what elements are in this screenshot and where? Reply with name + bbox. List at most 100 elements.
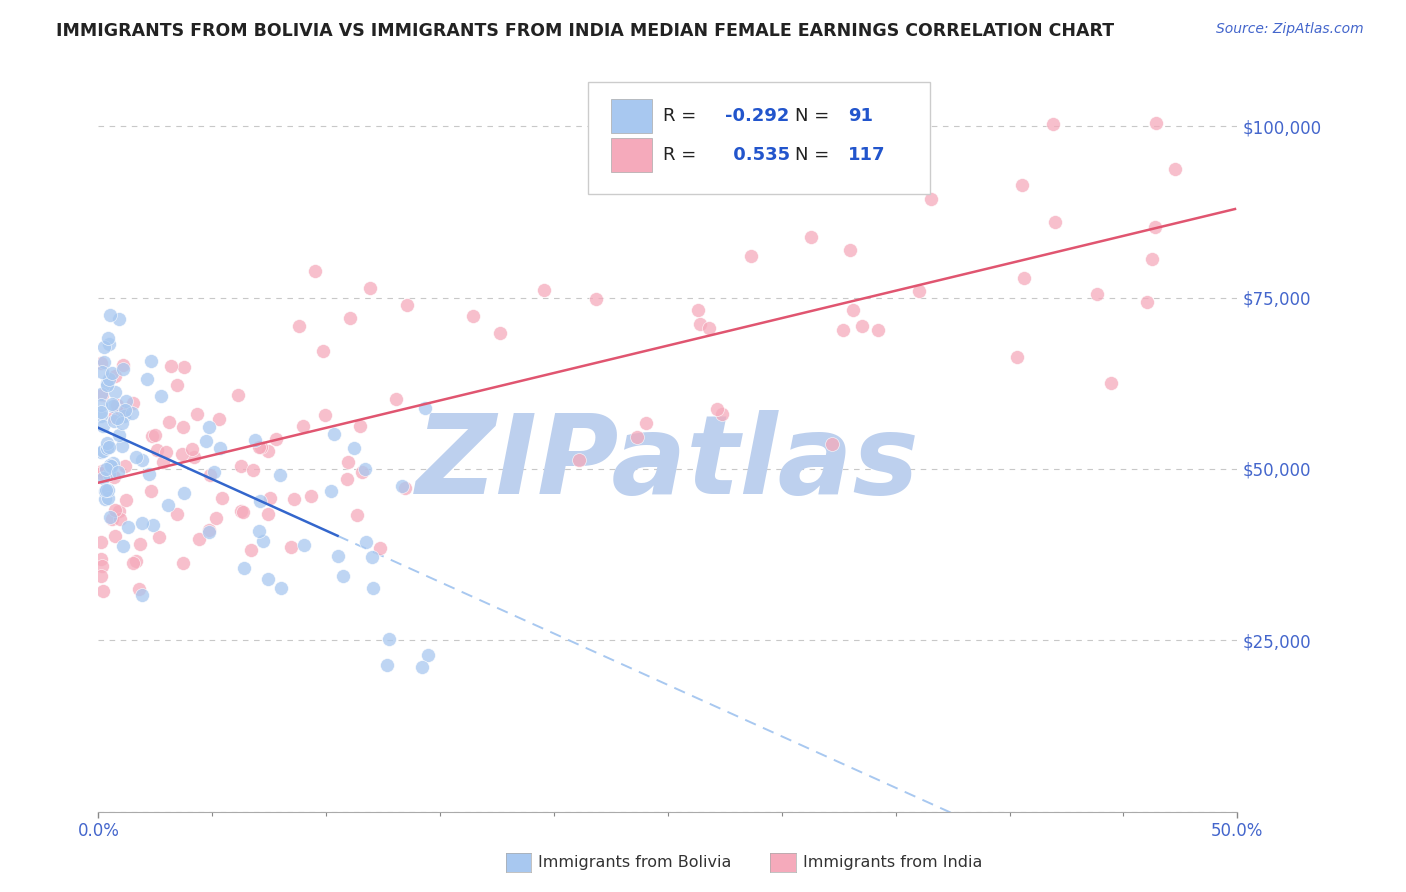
- Point: [149, 388, 172, 402]
- Point: [1144, 219, 1167, 234]
- Point: [97, 491, 120, 505]
- Text: 0.535: 0.535: [727, 146, 790, 164]
- Point: [332, 569, 354, 583]
- Point: [270, 581, 292, 595]
- Point: [121, 396, 143, 410]
- Point: [104, 529, 127, 543]
- Point: [697, 321, 720, 335]
- Point: [283, 491, 305, 506]
- Point: [98, 510, 121, 524]
- Point: [394, 481, 416, 495]
- Point: [463, 310, 485, 324]
- Point: [257, 507, 280, 521]
- FancyBboxPatch shape: [612, 138, 652, 172]
- Point: [128, 582, 150, 597]
- Point: [689, 318, 711, 332]
- Point: [124, 554, 146, 568]
- Point: [90, 387, 112, 401]
- Point: [93, 491, 115, 506]
- Point: [125, 450, 148, 464]
- Point: [91, 365, 114, 379]
- Point: [96, 462, 118, 476]
- Point: [101, 397, 124, 411]
- Point: [232, 504, 254, 518]
- Point: [155, 445, 177, 459]
- Point: [249, 524, 271, 538]
- Point: [249, 493, 271, 508]
- Point: [378, 632, 401, 646]
- Point: [97, 337, 120, 351]
- Point: [96, 435, 118, 450]
- Point: [489, 326, 512, 340]
- Point: [97, 440, 120, 454]
- Point: [103, 414, 125, 428]
- Point: [1099, 376, 1122, 391]
- Point: [98, 458, 121, 472]
- Point: [91, 471, 114, 485]
- Point: [122, 556, 145, 570]
- Point: [361, 581, 384, 595]
- Point: [181, 442, 204, 457]
- Point: [259, 491, 281, 505]
- Point: [103, 409, 125, 424]
- Point: [800, 230, 823, 244]
- Point: [636, 416, 658, 430]
- Point: [148, 530, 170, 544]
- Point: [94, 483, 117, 498]
- Point: [186, 407, 208, 421]
- Point: [1045, 215, 1067, 229]
- Point: [257, 572, 280, 586]
- Point: [90, 552, 112, 566]
- Point: [208, 412, 231, 426]
- Point: [103, 469, 125, 483]
- Point: [202, 465, 225, 479]
- Point: [533, 283, 555, 297]
- Point: [839, 243, 862, 257]
- Point: [314, 408, 336, 422]
- Point: [568, 453, 591, 467]
- Point: [197, 524, 219, 539]
- Point: [156, 498, 179, 512]
- Point: [1140, 252, 1163, 266]
- Point: [173, 419, 195, 434]
- Point: [112, 539, 135, 553]
- Point: [128, 537, 150, 551]
- Point: [90, 464, 112, 478]
- Point: [110, 402, 132, 417]
- Point: [740, 249, 762, 263]
- Point: [1012, 271, 1035, 285]
- Point: [103, 502, 125, 516]
- Point: [252, 534, 274, 549]
- Point: [91, 419, 114, 434]
- Point: [139, 354, 162, 368]
- Point: [908, 284, 931, 298]
- Point: [143, 428, 166, 442]
- Point: [173, 486, 195, 500]
- Point: [396, 298, 419, 312]
- Point: [121, 406, 143, 420]
- Point: [90, 409, 112, 424]
- Point: [245, 433, 267, 447]
- Point: [114, 402, 136, 417]
- Text: R =: R =: [664, 146, 702, 164]
- Point: [264, 432, 287, 446]
- Text: R =: R =: [664, 107, 702, 125]
- Point: [288, 318, 311, 333]
- Point: [249, 441, 271, 455]
- Point: [100, 459, 122, 474]
- Point: [91, 387, 114, 401]
- Point: [142, 518, 165, 533]
- Text: N =: N =: [796, 146, 835, 164]
- Text: 117: 117: [848, 146, 886, 164]
- Point: [229, 504, 252, 518]
- Point: [339, 311, 361, 326]
- Point: [93, 340, 115, 354]
- Point: [91, 559, 114, 574]
- Point: [136, 371, 159, 385]
- Point: [160, 359, 183, 374]
- Point: [91, 444, 114, 458]
- Point: [96, 441, 118, 455]
- Point: [375, 657, 398, 672]
- Point: [920, 192, 942, 206]
- Point: [90, 466, 112, 480]
